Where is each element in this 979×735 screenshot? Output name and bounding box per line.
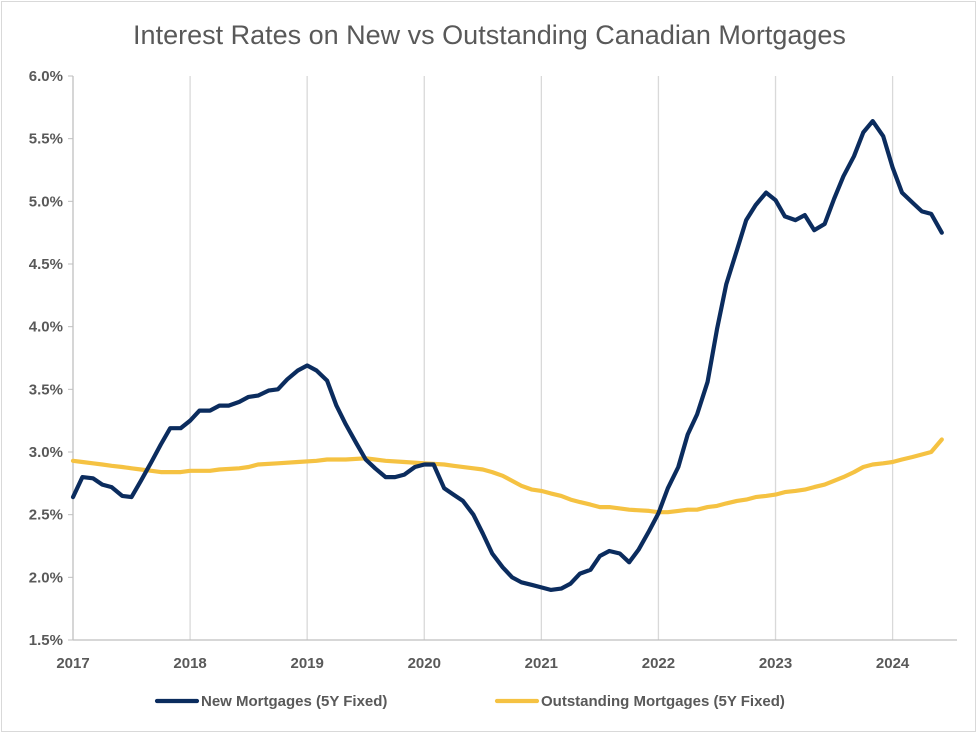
x-tick-2021: 2021: [525, 655, 558, 672]
series-line-new-mortgages: [70, 119, 944, 592]
legend-item-outstanding-mortgages: Outstanding Mortgages (5Y Fixed): [494, 693, 785, 710]
y-tick-4.5%: 4.5%: [29, 256, 63, 273]
legend: New Mortgages (5Y Fixed) Outstanding Mort…: [154, 693, 785, 710]
y-tick-1.5%: 1.5%: [29, 632, 63, 649]
y-tick-5.5%: 5.5%: [29, 131, 63, 148]
series-line-outstanding-mortgages: [70, 437, 944, 515]
y-tick-4.0%: 4.0%: [29, 319, 63, 336]
legend-label: Outstanding Mortgages (5Y Fixed): [541, 693, 785, 710]
y-tick-3.0%: 3.0%: [29, 444, 63, 461]
y-tick-2.0%: 2.0%: [29, 569, 63, 586]
x-tick-2023: 2023: [759, 655, 792, 672]
x-tick-2024: 2024: [876, 655, 910, 672]
x-tick-2020: 2020: [408, 655, 441, 672]
y-tick-2.5%: 2.5%: [29, 507, 63, 524]
axes: [68, 75, 957, 641]
series-lines: [70, 119, 944, 592]
x-tick-2018: 2018: [173, 655, 206, 672]
x-tick-2017: 2017: [56, 655, 89, 672]
y-tick-6.0%: 6.0%: [29, 68, 63, 85]
chart-title: Interest Rates on New vs Outstanding Can…: [133, 20, 846, 50]
legend-label: New Mortgages (5Y Fixed): [201, 693, 387, 710]
x-tick-labels: 2017 2018 2019 2020 2021 2022 2023 2024: [56, 655, 910, 672]
y-tick-3.5%: 3.5%: [29, 381, 63, 398]
x-tick-2022: 2022: [642, 655, 675, 672]
legend-item-new-mortgages: New Mortgages (5Y Fixed): [154, 693, 387, 710]
y-tick-5.0%: 5.0%: [29, 193, 63, 210]
vertical-gridlines: [189, 76, 894, 640]
x-tick-2019: 2019: [290, 655, 323, 672]
y-tick-labels: 1.5% 2.0% 2.5% 3.0% 3.5% 4.0% 4.5% 5.0% 5.5% 6.0%: [29, 68, 63, 649]
